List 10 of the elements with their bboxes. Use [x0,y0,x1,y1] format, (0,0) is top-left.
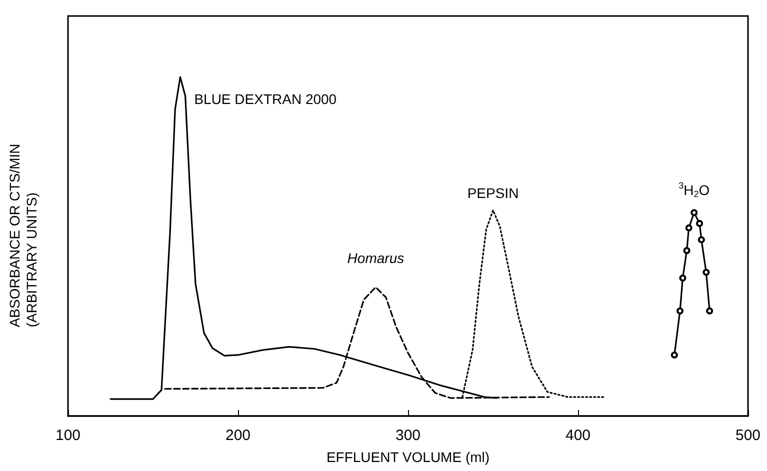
x-axis-title: EFFLUENT VOLUME (ml) [326,449,490,465]
x-tick-label: 400 [565,427,591,444]
x-tick-label: 300 [395,427,421,444]
text: Homarus [347,250,404,266]
y-axis-title: ABSORBANCE OR CTS/MIN (ARBITRARY UNITS) [6,144,40,328]
x-tick-label: 500 [735,427,761,444]
series-label: BLUE DEXTRAN 2000 [194,91,337,108]
series-label: PEPSIN [467,185,519,202]
x-tick-label: 100 [55,427,81,444]
x-tick-label: 200 [225,427,251,444]
